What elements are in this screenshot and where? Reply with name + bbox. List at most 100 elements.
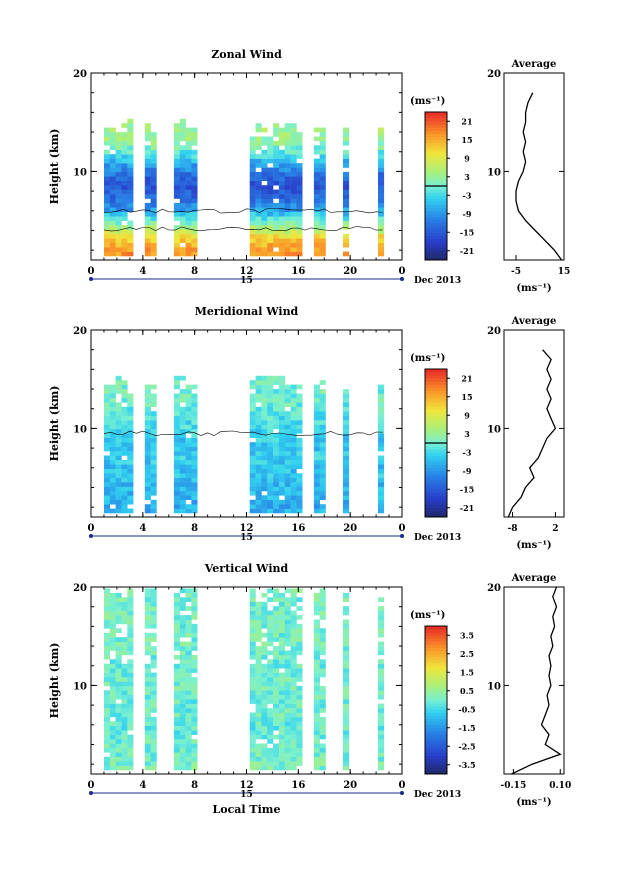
heatmap-cell [249, 202, 256, 208]
heatmap-cell [191, 180, 198, 186]
heatmap-cell [255, 725, 262, 731]
heatmap-cell [319, 468, 326, 474]
heatmap-cell [173, 597, 180, 602]
colorbar-tick-label: 21 [461, 116, 472, 126]
average-line [515, 92, 563, 261]
heatmap-cell [249, 765, 256, 771]
heatmap-cell [150, 189, 157, 195]
heatmap-cell [273, 446, 280, 452]
heatmap-cell [127, 393, 134, 399]
heatmap-cell [109, 663, 116, 669]
heatmap-cell [179, 743, 186, 749]
heatmap-cell [173, 490, 180, 496]
heatmap-cell [290, 482, 297, 487]
heatmap-cell [121, 615, 128, 620]
heatmap-cell [267, 415, 274, 421]
heatmap-cell [319, 406, 326, 412]
heatmap-cell [267, 242, 274, 248]
heatmap-cell [173, 428, 180, 434]
heatmap-cell [343, 592, 350, 598]
heatmap-cell [313, 663, 320, 669]
heatmap-cell [290, 251, 297, 257]
heatmap-cell [378, 752, 385, 757]
heatmap-cell [179, 756, 186, 762]
heatmap-cell [290, 154, 297, 159]
heatmap-cell [179, 646, 186, 651]
heatmap-cell [185, 238, 192, 243]
heatmap-cell [173, 721, 180, 726]
heatmap-cell [127, 588, 134, 594]
heatmap-cell [249, 628, 256, 633]
heatmap-cell [278, 389, 285, 394]
heatmap-cell [191, 743, 198, 749]
heatmap-cell [115, 765, 122, 771]
contour-line [103, 226, 383, 232]
heatmap-cell [179, 765, 186, 771]
heatmap-cell [191, 247, 198, 252]
heatmap-cell [191, 194, 198, 199]
heatmap-cell [267, 765, 274, 771]
heatmap-cell [127, 397, 134, 403]
heatmap-cell [144, 238, 151, 243]
heatmap-cell [127, 685, 134, 691]
heatmap-cell [150, 384, 157, 390]
heatmap-cell [278, 402, 285, 407]
heatmap-cell [313, 446, 320, 452]
heatmap-cell [179, 251, 186, 257]
heatmap-cell [278, 592, 285, 598]
heatmap-cell [290, 238, 297, 243]
heatmap-cell [284, 477, 291, 483]
y-tick-label: 10 [73, 681, 87, 692]
heatmap-cell [267, 681, 274, 687]
heatmap-cell [296, 171, 303, 177]
colorbar-cell [425, 663, 447, 667]
heatmap-cell [173, 225, 180, 230]
heatmap-cell [191, 592, 198, 598]
heatmap-cell [179, 420, 186, 425]
heatmap-cell [261, 747, 268, 753]
heatmap-cell [179, 393, 186, 399]
heatmap-cell [185, 406, 192, 412]
heatmap-cell [261, 384, 268, 390]
heatmap-cell [127, 420, 134, 425]
heatmap-cell [150, 180, 157, 186]
heatmap-cell [319, 238, 326, 243]
heatmap-cell [173, 459, 180, 465]
colorbar-cell [425, 142, 447, 147]
heatmap-cell [319, 690, 326, 695]
heatmap-cell [290, 242, 297, 248]
heatmap-cell [179, 606, 186, 611]
heatmap-cell [185, 167, 192, 173]
heatmap-cell [284, 216, 291, 221]
average-title: Average [511, 316, 557, 327]
heatmap-cell [296, 397, 303, 403]
heatmap-cell [278, 194, 285, 199]
colorbar-cell [425, 372, 447, 376]
heatmap-cell [319, 402, 326, 407]
heatmap-cell [290, 504, 297, 509]
heatmap-cell [144, 663, 151, 669]
heatmap-cell [249, 242, 256, 248]
heatmap-cell [185, 397, 192, 403]
colorbar-cell [425, 241, 447, 245]
heatmap-cell [343, 690, 350, 695]
heatmap-cell [109, 185, 116, 190]
heatmap-cell [185, 442, 192, 447]
heatmap-cell [249, 140, 256, 146]
heatmap-cell [150, 499, 157, 505]
heatmap-cell [121, 499, 128, 505]
heatmap-cell [115, 690, 122, 695]
heatmap-cell [255, 499, 262, 505]
colorbar-cell [425, 149, 447, 153]
colorbar-cell [425, 158, 447, 162]
heatmap-cell [144, 393, 151, 399]
heatmap-cell [191, 681, 198, 687]
heatmap-cell [144, 428, 151, 434]
heatmap-cell [150, 442, 157, 447]
heatmap-cell [255, 216, 262, 221]
heatmap-cell [343, 211, 350, 217]
heatmap-cell [191, 451, 198, 456]
heatmap-cell [319, 694, 326, 700]
heatmap-cell [343, 730, 350, 735]
